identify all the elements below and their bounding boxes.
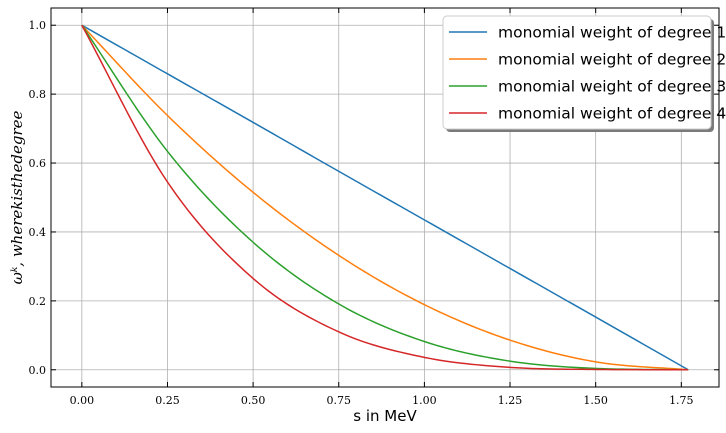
y-tick-label: 0.6 (29, 157, 47, 170)
y-tick-label: 0.2 (29, 295, 47, 308)
y-tick-label: 0.8 (29, 88, 47, 101)
x-tick-label: 1.50 (583, 394, 608, 407)
series-line-degree-4 (81, 24, 689, 371)
series-line-degree-1 (81, 24, 689, 371)
legend-entry-label: monomial weight of degree 4 (498, 105, 726, 123)
axis-ticks: 0.00 0.25 0.50 0.75 1.00 1.25 1.50 1.75 0.0 0.2 0.… (29, 8, 719, 407)
legend-entry-label: monomial weight of degree 1 (498, 24, 726, 42)
y-tick-label: 0.4 (29, 226, 47, 239)
legend-box (442, 15, 712, 130)
x-tick-label: 0.50 (241, 394, 266, 407)
x-tick-label: 1.25 (498, 394, 523, 407)
legend-entry-label: monomial weight of degree 2 (498, 51, 726, 69)
legend-entry-label: monomial weight of degree 3 (498, 78, 726, 96)
x-tick-label: 0.00 (70, 394, 95, 407)
x-tick-label: 1.75 (669, 394, 694, 407)
plot-frame (50, 7, 720, 388)
series-layer (81, 24, 689, 371)
y-tick-label: 0.0 (29, 364, 47, 377)
x-tick-label: 0.25 (155, 394, 180, 407)
x-tick-label: 0.75 (327, 394, 352, 407)
x-tick-label: 1.00 (412, 394, 437, 407)
y-axis-label: ωᵏ, wherekisthedegree (8, 110, 26, 284)
x-axis-label: s in MeV (353, 407, 417, 425)
legend: monomial weight of degree 1 monomial weig… (442, 15, 726, 132)
series-line-degree-3 (81, 24, 689, 371)
series-line-degree-2 (81, 24, 689, 371)
y-tick-label: 1.0 (29, 19, 47, 32)
